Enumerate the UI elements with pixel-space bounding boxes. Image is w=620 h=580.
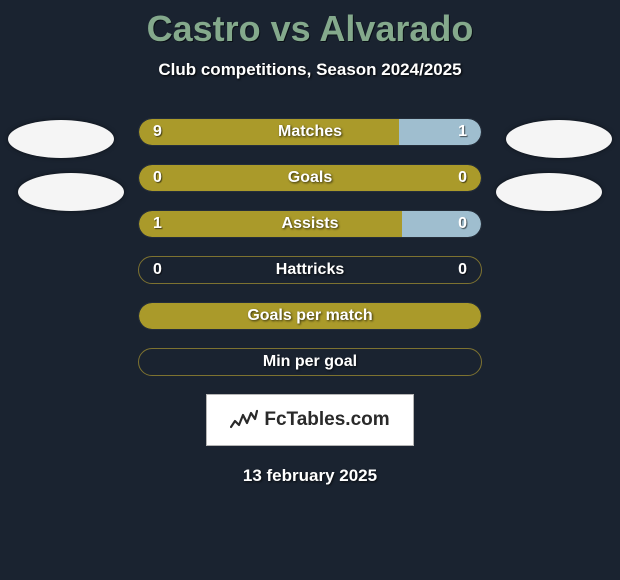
comparison-date: 13 february 2025 (0, 466, 620, 486)
page-title: Castro vs Alvarado (0, 0, 620, 50)
stat-fill-right (399, 119, 481, 145)
stat-value-right: 1 (458, 123, 467, 141)
stat-row-matches: 9 Matches 1 (138, 118, 482, 146)
stat-row-goals: 0 Goals 0 (138, 164, 482, 192)
stat-value-left: 0 (153, 261, 162, 279)
stat-fill-left (139, 119, 399, 145)
stat-label: Assists (282, 215, 339, 233)
stat-value-left: 0 (153, 169, 162, 187)
stat-label: Goals (288, 169, 332, 187)
page-subtitle: Club competitions, Season 2024/2025 (0, 60, 620, 80)
stat-label: Goals per match (247, 307, 372, 325)
stat-row-min-per-goal: Min per goal (138, 348, 482, 376)
stat-row-hattricks: 0 Hattricks 0 (138, 256, 482, 284)
stat-row-assists: 1 Assists 0 (138, 210, 482, 238)
fctables-logo-icon (230, 409, 258, 431)
fctables-badge-text: FcTables.com (264, 409, 389, 431)
fctables-badge[interactable]: FcTables.com (206, 394, 414, 446)
stat-row-goals-per-match: Goals per match (138, 302, 482, 330)
stat-label: Min per goal (263, 353, 357, 371)
stat-value-right: 0 (458, 215, 467, 233)
stat-label: Matches (278, 123, 342, 141)
stat-value-right: 0 (458, 169, 467, 187)
stat-value-left: 9 (153, 123, 162, 141)
stat-fill-right (402, 211, 481, 237)
stat-value-left: 1 (153, 215, 162, 233)
stat-label: Hattricks (276, 261, 344, 279)
stat-fill-left (139, 211, 402, 237)
stat-value-right: 0 (458, 261, 467, 279)
stats-container: 9 Matches 1 0 Goals 0 1 Assists 0 0 Hatt… (0, 118, 620, 376)
